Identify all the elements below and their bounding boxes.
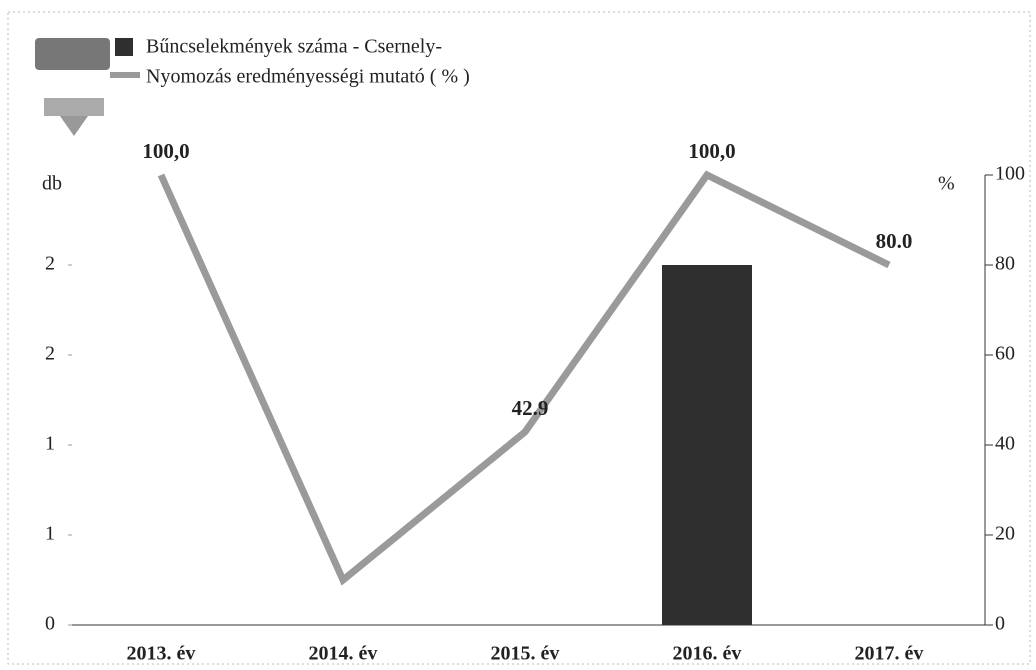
x-tick-label: 2017. év bbox=[855, 643, 924, 665]
legend-entry: Bűncselekmények száma - Csernely- bbox=[146, 36, 442, 58]
y2-tick-label: 60 bbox=[995, 343, 1015, 365]
y-tick-label: 1 bbox=[45, 433, 55, 455]
y2-tick-label: 20 bbox=[995, 523, 1015, 545]
data-label: 42.9 bbox=[512, 396, 549, 420]
x-tick-label: 2016. év bbox=[673, 643, 742, 665]
data-label: 100,0 bbox=[142, 139, 189, 163]
y-axis-label: db bbox=[42, 173, 62, 195]
line bbox=[157, 170, 891, 586]
legend-swatch-bar bbox=[115, 38, 133, 56]
y2-axis-label: % bbox=[938, 173, 955, 195]
x-tick-label: 2013. év bbox=[127, 643, 196, 665]
frame bbox=[7, 11, 1031, 665]
x-tick-label: 2014. év bbox=[309, 643, 378, 665]
logo bbox=[35, 38, 110, 136]
y2-tick-label: 0 bbox=[995, 613, 1005, 635]
legend-entry: Nyomozás eredményességi mutató ( % ) bbox=[146, 66, 470, 88]
legend-swatch-line bbox=[110, 72, 140, 78]
data-label: 100,0 bbox=[688, 139, 735, 163]
y-tick-label: 1 bbox=[45, 523, 55, 545]
x-tick-label: 2015. év bbox=[491, 643, 560, 665]
y-tick-label: 0 bbox=[45, 613, 55, 635]
y-tick-label: 2 bbox=[45, 343, 55, 365]
data-label: 80.0 bbox=[876, 229, 913, 253]
y2-tick-label: 80 bbox=[995, 253, 1015, 275]
y2-tick-label: 100 bbox=[995, 163, 1025, 185]
bar bbox=[662, 265, 752, 625]
y-tick-label: 2 bbox=[45, 253, 55, 275]
y2-tick-label: 40 bbox=[995, 433, 1015, 455]
